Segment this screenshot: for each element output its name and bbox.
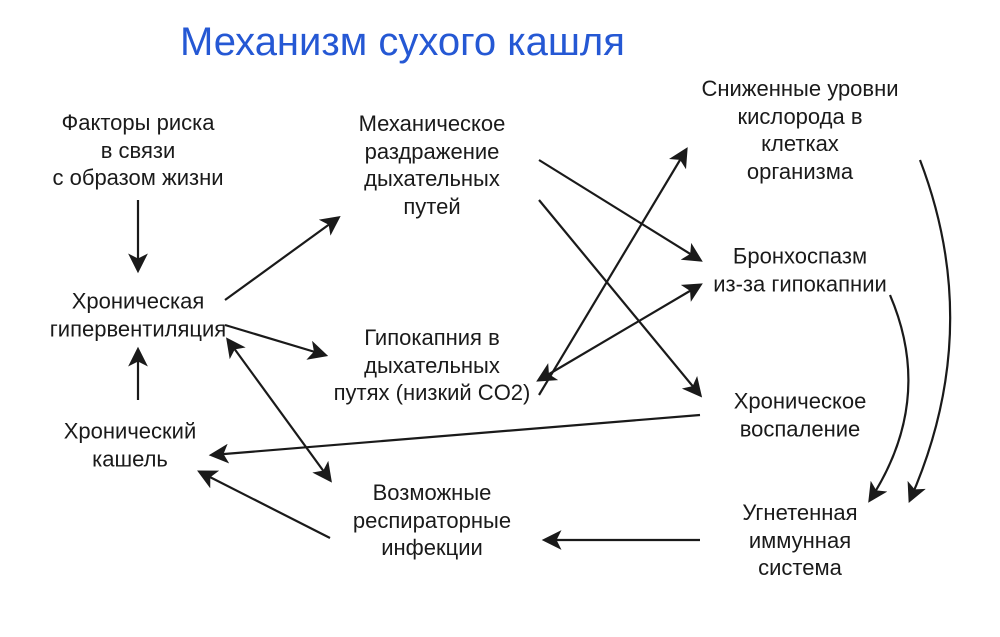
- node-infect: Возможные респираторные инфекции: [353, 479, 511, 562]
- edge-3: [225, 325, 325, 355]
- node-immune: Угнетенная иммунная система: [742, 499, 857, 582]
- edge-4: [228, 340, 330, 480]
- node-hypocap: Гипокапния в дыхательных путях (низкий C…: [334, 324, 531, 407]
- diagram-title: Механизм сухого кашля: [180, 20, 625, 65]
- edge-8: [539, 150, 686, 395]
- node-oxygen: Сниженные уровни кислорода в клетках орг…: [700, 75, 900, 185]
- node-hyper: Хроническая гипервентиляция: [50, 288, 226, 343]
- edge-6: [212, 415, 700, 455]
- edge-7: [539, 285, 700, 380]
- node-risk: Факторы риска в связи с образом жизни: [52, 109, 223, 192]
- edge-12: [910, 160, 950, 500]
- node-broncho: Бронхоспазм из-за гипокапнии: [713, 243, 887, 298]
- edge-9: [539, 160, 700, 260]
- edge-13: [870, 295, 908, 500]
- diagram-canvas: Механизм сухого кашля Факторы риска в св…: [0, 0, 1000, 637]
- edge-2: [225, 218, 338, 300]
- node-mech: Механическое раздражение дыхательных пут…: [359, 110, 506, 220]
- node-chcough: Хронический кашель: [64, 418, 196, 473]
- node-inflam: Хроническое воспаление: [734, 388, 867, 443]
- edge-10: [539, 200, 700, 395]
- edge-5: [200, 472, 330, 538]
